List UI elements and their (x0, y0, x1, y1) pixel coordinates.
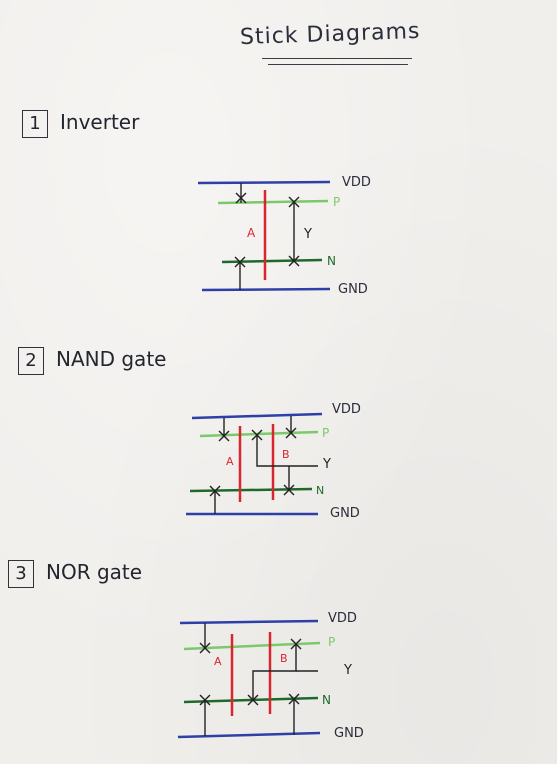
gnd-rail (177, 731, 321, 739)
output-y-label: Y (322, 457, 331, 472)
title-underline (262, 58, 412, 59)
section-number-box: 3 (8, 560, 34, 588)
input-a-label: A (214, 655, 222, 668)
p-diffusion (183, 641, 321, 651)
output-y-label: Y (303, 227, 312, 242)
section-nand-heading: 2 NAND gate (18, 347, 166, 375)
section-nor-heading: 3 NOR gate (8, 560, 142, 588)
gnd-label: GND (334, 726, 364, 741)
gnd-rail (201, 287, 331, 292)
section-number-box: 2 (18, 347, 44, 375)
section-inverter-heading: 1 Inverter (22, 110, 139, 138)
nand-diagram: VDD P A B Y N GND (186, 402, 361, 521)
output-y-label: Y (343, 663, 352, 678)
vdd-rail (197, 180, 331, 185)
output-wire (256, 435, 318, 467)
vdd-label: VDD (328, 611, 357, 626)
vdd-rail (179, 619, 319, 625)
gnd-label: GND (330, 506, 360, 521)
section-number-box: 1 (22, 110, 48, 138)
p-label: P (328, 635, 335, 649)
gnd-label: GND (338, 282, 368, 297)
n-label: N (322, 693, 331, 707)
title-underline-2 (268, 64, 408, 65)
input-b-label: B (280, 652, 288, 665)
p-diffusion (217, 199, 329, 205)
p-label: P (333, 195, 340, 209)
n-diffusion (189, 487, 313, 493)
n-diffusion (221, 258, 323, 264)
vdd-label: VDD (332, 402, 361, 417)
inverter-diagram: VDD P A Y N GND (197, 175, 371, 297)
input-b-label: B (282, 448, 290, 461)
vdd-rail (191, 412, 323, 420)
section-title: NAND gate (56, 347, 167, 371)
p-diffusion (199, 430, 319, 438)
nor-diagram: VDD P A B Y N GND (177, 611, 364, 741)
n-label: N (327, 254, 336, 268)
section-title: NOR gate (46, 560, 143, 584)
section-title: Inverter (60, 110, 140, 134)
vdd-label: VDD (342, 175, 371, 190)
output-wire (252, 644, 297, 700)
p-label: P (322, 426, 329, 440)
input-a-label: A (247, 226, 256, 240)
n-label: N (316, 484, 324, 497)
input-a-label: A (226, 455, 234, 468)
